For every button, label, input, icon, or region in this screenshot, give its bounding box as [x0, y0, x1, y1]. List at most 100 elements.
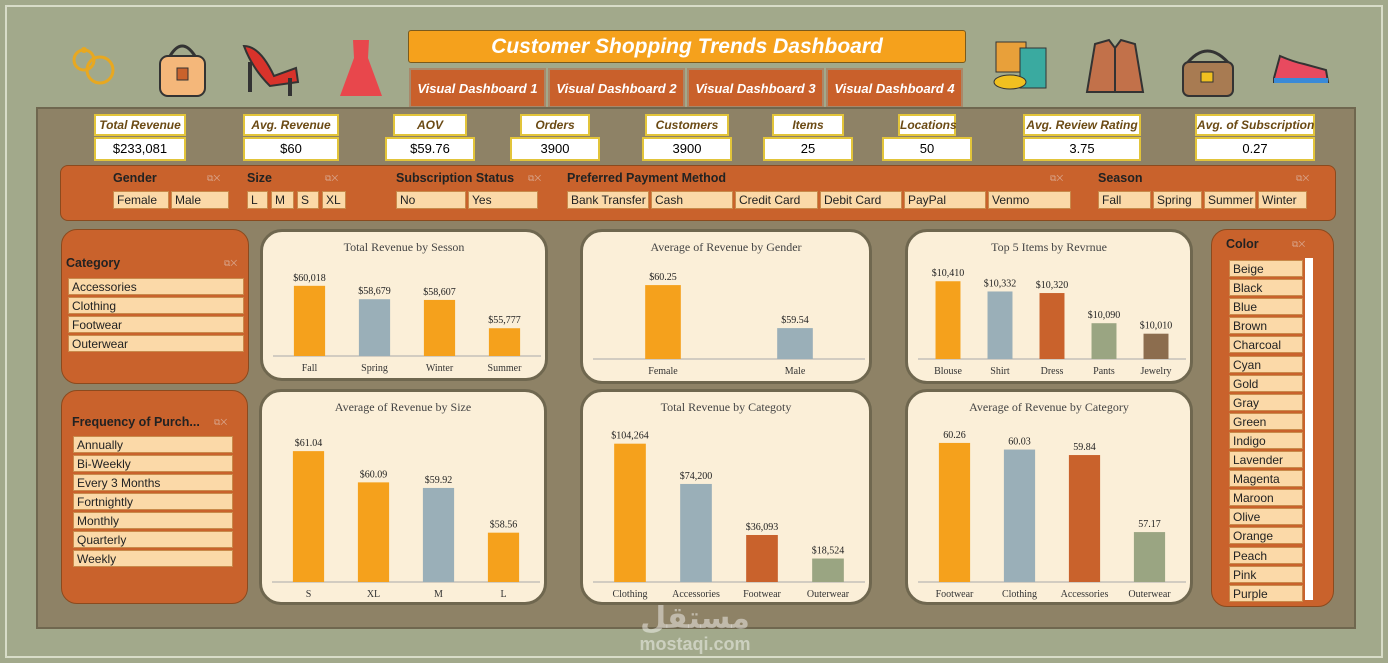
- data-label: $60.25: [649, 272, 677, 283]
- color-slicer-scrollbar[interactable]: [1305, 258, 1313, 600]
- kpi-card: Locations 50: [882, 114, 972, 161]
- bar: [1068, 455, 1101, 582]
- clear-filter-icon[interactable]: ⧉✕: [1050, 173, 1064, 183]
- slicer-item-frequency[interactable]: Weekly: [73, 550, 233, 567]
- bar: [358, 299, 391, 356]
- slicer-item-payment[interactable]: Credit Card: [735, 191, 818, 209]
- tab-visual-dashboard-3[interactable]: Visual Dashboard 3: [687, 68, 824, 108]
- slicer-item-category[interactable]: Footwear: [68, 316, 244, 333]
- slicer-item-color[interactable]: Charcoal: [1229, 336, 1303, 354]
- slicer-item-subscription[interactable]: No: [396, 191, 466, 209]
- slicer-item-color[interactable]: Beige: [1229, 260, 1303, 277]
- slicer-title-subscription: Subscription Status: [396, 171, 515, 185]
- slicer-item-payment[interactable]: Venmo: [988, 191, 1071, 209]
- slicer-item-size[interactable]: S: [297, 191, 319, 209]
- tab-visual-dashboard-4[interactable]: Visual Dashboard 4: [826, 68, 963, 108]
- slicer-item-subscription[interactable]: Yes: [468, 191, 538, 209]
- clear-filter-icon[interactable]: ⧉✕: [325, 173, 339, 183]
- slicer-item-color[interactable]: Green: [1229, 412, 1303, 430]
- slicer-item-payment[interactable]: Debit Card: [820, 191, 902, 209]
- slicer-item-category[interactable]: Outerwear: [68, 335, 244, 352]
- slicer-item-frequency[interactable]: Bi-Weekly: [73, 455, 233, 472]
- slicer-item-frequency[interactable]: Monthly: [73, 512, 233, 529]
- data-label: $36,093: [746, 522, 779, 533]
- slicer-item-payment[interactable]: Cash: [651, 191, 733, 209]
- chart-title: Average of Revenue by Category: [969, 400, 1129, 414]
- slicer-item-payment[interactable]: Bank Transfer: [567, 191, 649, 209]
- slicer-item-color[interactable]: Olive: [1229, 508, 1303, 526]
- slicer-item-season[interactable]: Fall: [1098, 191, 1151, 209]
- kpi-card: Customers 3900: [642, 114, 732, 161]
- slicer-item-size[interactable]: XL: [322, 191, 346, 209]
- slicer-item-category[interactable]: Accessories: [68, 278, 244, 295]
- clear-filter-icon[interactable]: ⧉✕: [214, 417, 228, 427]
- slicer-item-frequency[interactable]: Fortnightly: [73, 493, 233, 510]
- slicer-item-frequency[interactable]: Every 3 Months: [73, 474, 233, 491]
- handbag-icon: [159, 44, 206, 97]
- category-label: Dress: [1041, 366, 1064, 377]
- kpi-label: Avg. Revenue: [243, 114, 339, 136]
- data-label: $10,410: [932, 268, 965, 279]
- slicer-item-season[interactable]: Spring: [1153, 191, 1202, 209]
- slicer-item-color[interactable]: Gray: [1229, 393, 1303, 411]
- dress-icon: [340, 40, 382, 96]
- slicer-item-color[interactable]: Cyan: [1229, 355, 1303, 373]
- clear-filter-icon[interactable]: ⧉✕: [528, 173, 542, 183]
- category-label: Accessories: [1061, 589, 1109, 600]
- slicer-item-color[interactable]: Pink: [1229, 565, 1303, 583]
- bar: [645, 285, 681, 359]
- slicer-item-size[interactable]: M: [271, 191, 294, 209]
- kpi-value: $60: [243, 137, 339, 161]
- slicer-item-color[interactable]: Gold: [1229, 374, 1303, 392]
- slicer-item-payment[interactable]: PayPal: [904, 191, 986, 209]
- slicer-item-gender[interactable]: Female: [113, 191, 169, 209]
- slicer-item-color[interactable]: Maroon: [1229, 489, 1303, 507]
- data-label: $60.09: [360, 469, 388, 480]
- tab-visual-dashboard-1[interactable]: Visual Dashboard 1: [409, 68, 546, 108]
- slicer-title-season: Season: [1098, 171, 1143, 185]
- slicer-title-gender: Gender: [113, 171, 157, 185]
- data-label: $55,777: [488, 315, 521, 326]
- kpi-card: Avg. Review Rating 3.75: [1023, 114, 1141, 161]
- bar: [746, 534, 778, 582]
- clear-filter-icon[interactable]: ⧉✕: [224, 258, 238, 268]
- slicer-item-category[interactable]: Clothing: [68, 297, 244, 314]
- clear-filter-icon[interactable]: ⧉✕: [207, 173, 221, 183]
- slicer-item-season[interactable]: Winter: [1258, 191, 1307, 209]
- clothes-icon: [993, 41, 1047, 90]
- category-label: Blouse: [934, 366, 962, 377]
- slicer-item-color[interactable]: Magenta: [1229, 470, 1303, 488]
- slicer-item-color[interactable]: Purple: [1229, 584, 1303, 602]
- data-label: $58,679: [358, 286, 391, 297]
- slicer-item-color[interactable]: Orange: [1229, 527, 1303, 545]
- slicer-item-color[interactable]: Blue: [1229, 298, 1303, 316]
- slicer-item-color[interactable]: Black: [1229, 279, 1303, 297]
- chart-card: Top 5 Items by Revrnue $10,410 Blouse $10,3…: [905, 229, 1193, 384]
- slicer-item-season[interactable]: Summer: [1204, 191, 1256, 209]
- bar: [935, 281, 961, 359]
- data-label: $10,010: [1140, 321, 1173, 332]
- jacket-icon: [1085, 38, 1145, 93]
- slicer-item-color[interactable]: Lavender: [1229, 451, 1303, 468]
- clear-filter-icon[interactable]: ⧉✕: [1292, 239, 1306, 249]
- clear-filter-icon[interactable]: ⧉✕: [1296, 173, 1310, 183]
- slicer-item-color[interactable]: Indigo: [1229, 431, 1303, 449]
- tab-visual-dashboard-2[interactable]: Visual Dashboard 2: [548, 68, 685, 108]
- slicer-item-gender[interactable]: Male: [171, 191, 229, 209]
- slicer-item-color[interactable]: Brown: [1229, 317, 1303, 335]
- slicer-item-color[interactable]: Peach: [1229, 546, 1303, 564]
- kpi-label: Avg. of Subscription: [1195, 114, 1315, 136]
- kpi-value: 3900: [510, 137, 600, 161]
- category-label: Summer: [488, 363, 523, 374]
- kpi-label: Items: [772, 114, 844, 136]
- bar: [812, 558, 844, 582]
- slicer-item-size[interactable]: L: [247, 191, 268, 209]
- category-label: Outerwear: [1128, 589, 1171, 600]
- slicer-item-frequency[interactable]: Annually: [73, 436, 233, 453]
- slicer-title-frequency: Frequency of Purch...: [72, 415, 200, 429]
- kpi-value: 3.75: [1023, 137, 1141, 161]
- dashboard-title: Customer Shopping Trends Dashboard: [408, 30, 966, 63]
- kpi-label: Customers: [645, 114, 729, 136]
- chart-card: Total Revenue by Sesson $60,018 Fall $58,67…: [260, 229, 548, 381]
- slicer-item-frequency[interactable]: Quarterly: [73, 531, 233, 548]
